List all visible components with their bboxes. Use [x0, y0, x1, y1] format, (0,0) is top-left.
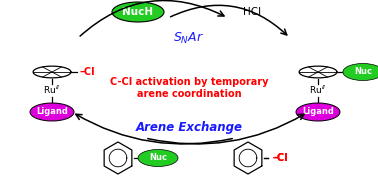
Text: arene coordination: arene coordination — [137, 89, 241, 99]
Text: Ligand: Ligand — [302, 107, 334, 116]
Text: HCl: HCl — [243, 7, 261, 17]
Text: NucH: NucH — [122, 7, 153, 17]
Text: C-Cl activation by temporary: C-Cl activation by temporary — [110, 77, 268, 87]
Text: Ru$^{II}$: Ru$^{II}$ — [309, 84, 327, 96]
Ellipse shape — [343, 63, 378, 81]
Text: Nuc: Nuc — [354, 68, 372, 77]
Text: Ligand: Ligand — [36, 107, 68, 116]
Text: –Cl: –Cl — [272, 153, 288, 163]
Text: –Cl: –Cl — [79, 67, 95, 77]
Ellipse shape — [138, 149, 178, 167]
Text: Arene Exchange: Arene Exchange — [135, 121, 243, 135]
Text: –Cl: –Cl — [272, 153, 288, 163]
Text: Ru$^{II}$: Ru$^{II}$ — [43, 84, 61, 96]
Ellipse shape — [112, 2, 164, 22]
Text: $\mathit{S_N}$$\mathit{Ar}$: $\mathit{S_N}$$\mathit{Ar}$ — [174, 30, 204, 46]
Ellipse shape — [30, 103, 74, 121]
Ellipse shape — [296, 103, 340, 121]
Text: Nuc: Nuc — [149, 153, 167, 162]
